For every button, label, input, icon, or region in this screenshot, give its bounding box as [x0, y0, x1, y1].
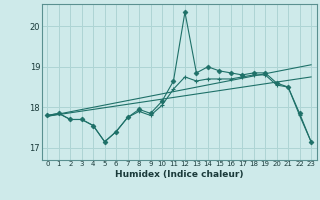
X-axis label: Humidex (Indice chaleur): Humidex (Indice chaleur) — [115, 170, 244, 179]
